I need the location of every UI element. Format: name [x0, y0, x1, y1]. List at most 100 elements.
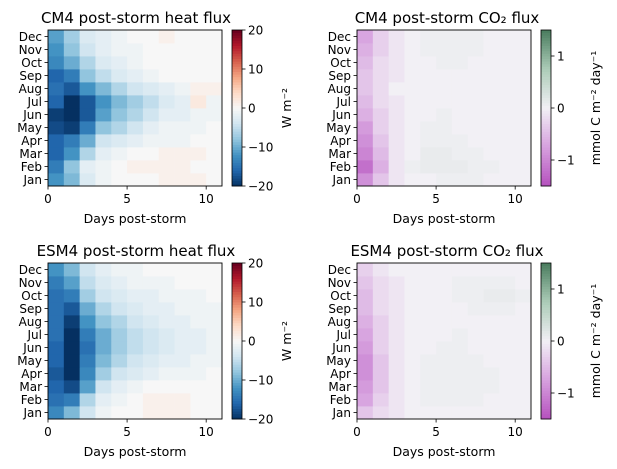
heatmap-cell: [483, 354, 500, 368]
heatmap-cell: [63, 341, 81, 355]
y-tick-label: May: [17, 354, 42, 368]
heatmap-cell: [63, 108, 81, 122]
heatmap-cell: [436, 43, 453, 57]
heatmap-cell: [127, 160, 144, 174]
heatmap-cell: [190, 263, 207, 277]
heatmap-cell: [388, 393, 405, 407]
heatmap-cell: [79, 82, 96, 96]
colorbar-segment: [232, 299, 242, 303]
heatmap-cell: [357, 341, 374, 355]
heatmap-cell: [142, 393, 160, 407]
heatmap-cell: [357, 354, 374, 368]
heatmap-cell: [499, 95, 516, 109]
x-axis-label: Days post-storm: [84, 211, 187, 226]
heatmap-cell: [95, 82, 112, 96]
chart-title: ESM4 post-storm CO₂ flux: [350, 242, 543, 260]
heatmap-cell: [79, 289, 96, 303]
colorbar-segment: [541, 35, 551, 39]
colorbar-segment: [232, 354, 242, 357]
colorbar-segment: [541, 43, 551, 46]
heatmap-cell: [404, 276, 421, 290]
colorbar-segment: [232, 312, 242, 316]
heatmap-cell: [158, 354, 175, 368]
heatmap-cell: [404, 406, 421, 420]
colorbar-segment: [232, 385, 242, 389]
heatmap-cell: [420, 160, 437, 174]
heatmap-cell: [467, 315, 484, 329]
heatmap-cell: [499, 367, 516, 381]
heatmap-cell: [79, 43, 96, 57]
colorbar-segment: [541, 144, 551, 148]
heatmap-cell: [158, 173, 175, 187]
x-axis-label: Days post-storm: [393, 444, 496, 459]
heatmap-cell: [63, 367, 81, 381]
heatmap-cell: [499, 82, 516, 96]
heatmap-cell: [499, 108, 516, 122]
heatmap-cell: [48, 30, 65, 44]
colorbar-segment: [232, 416, 242, 420]
colorbar-label: W m⁻²: [279, 88, 294, 128]
heatmap-cell: [142, 147, 160, 161]
heatmap-cell: [158, 160, 175, 174]
heatmap-cell: [48, 302, 65, 316]
colorbar-segment: [232, 183, 242, 187]
colorbar-segment: [232, 58, 242, 62]
heatmap-cell: [63, 121, 81, 135]
heatmap-cell: [404, 354, 421, 368]
heatmap-cell: [190, 276, 207, 290]
heatmap-cell: [190, 30, 207, 44]
heatmap-cell: [404, 173, 421, 187]
heatmap-cell: [190, 354, 207, 368]
colorbar-tick-label: 0: [248, 334, 256, 348]
heatmap-cell: [436, 328, 453, 342]
colorbar-segment: [232, 154, 242, 158]
colorbar-segment: [541, 69, 551, 72]
colorbar-segment: [232, 170, 242, 174]
colorbar-segment: [232, 45, 242, 49]
colorbar-segment: [232, 374, 242, 378]
heatmap-cell: [190, 43, 207, 57]
colorbar-segment: [232, 270, 242, 274]
heatmap-cell: [451, 82, 469, 96]
heatmap-cell: [499, 69, 516, 83]
colorbar-segment: [232, 180, 242, 184]
heatmap-cell: [79, 95, 96, 109]
heatmap-cell: [388, 147, 405, 161]
heatmap-cell: [436, 108, 453, 122]
colorbar-segment: [232, 372, 242, 376]
heatmap-cell: [372, 367, 390, 381]
colorbar-segment: [541, 338, 551, 342]
heatmap-cell: [142, 354, 160, 368]
heatmap-cell: [142, 108, 160, 122]
heatmap-cell: [190, 302, 207, 316]
heatmap-cell: [499, 302, 516, 316]
heatmap-cell: [63, 302, 81, 316]
heatmap-cell: [190, 289, 207, 303]
colorbar-segment: [232, 286, 242, 290]
colorbar-segment: [232, 343, 242, 347]
heatmap-cell: [436, 276, 453, 290]
colorbar-tick-label: 1: [557, 282, 565, 296]
heatmap-cell: [206, 406, 223, 420]
heatmap-cell: [174, 354, 191, 368]
heatmap-cell: [190, 406, 207, 420]
colorbar-label: mmol C m⁻² day⁻¹: [588, 51, 603, 166]
colorbar-segment: [541, 346, 551, 350]
heatmap-cell: [515, 108, 532, 122]
colorbar-segment: [232, 348, 242, 352]
colorbar-segment: [541, 102, 551, 106]
heatmap-cell: [420, 173, 437, 187]
colorbar-segment: [541, 374, 551, 378]
colorbar-segment: [541, 53, 551, 57]
heatmap-cell: [515, 69, 532, 83]
heatmap-cell: [111, 354, 128, 368]
heatmap-cell: [420, 82, 437, 96]
heatmap-cell: [483, 302, 500, 316]
heatmap-cell: [388, 56, 405, 70]
heatmap-cell: [467, 328, 484, 342]
heatmap-cell: [372, 121, 390, 135]
colorbar-segment: [541, 105, 551, 109]
colorbar-segment: [232, 408, 242, 412]
colorbar-segment: [232, 307, 242, 311]
